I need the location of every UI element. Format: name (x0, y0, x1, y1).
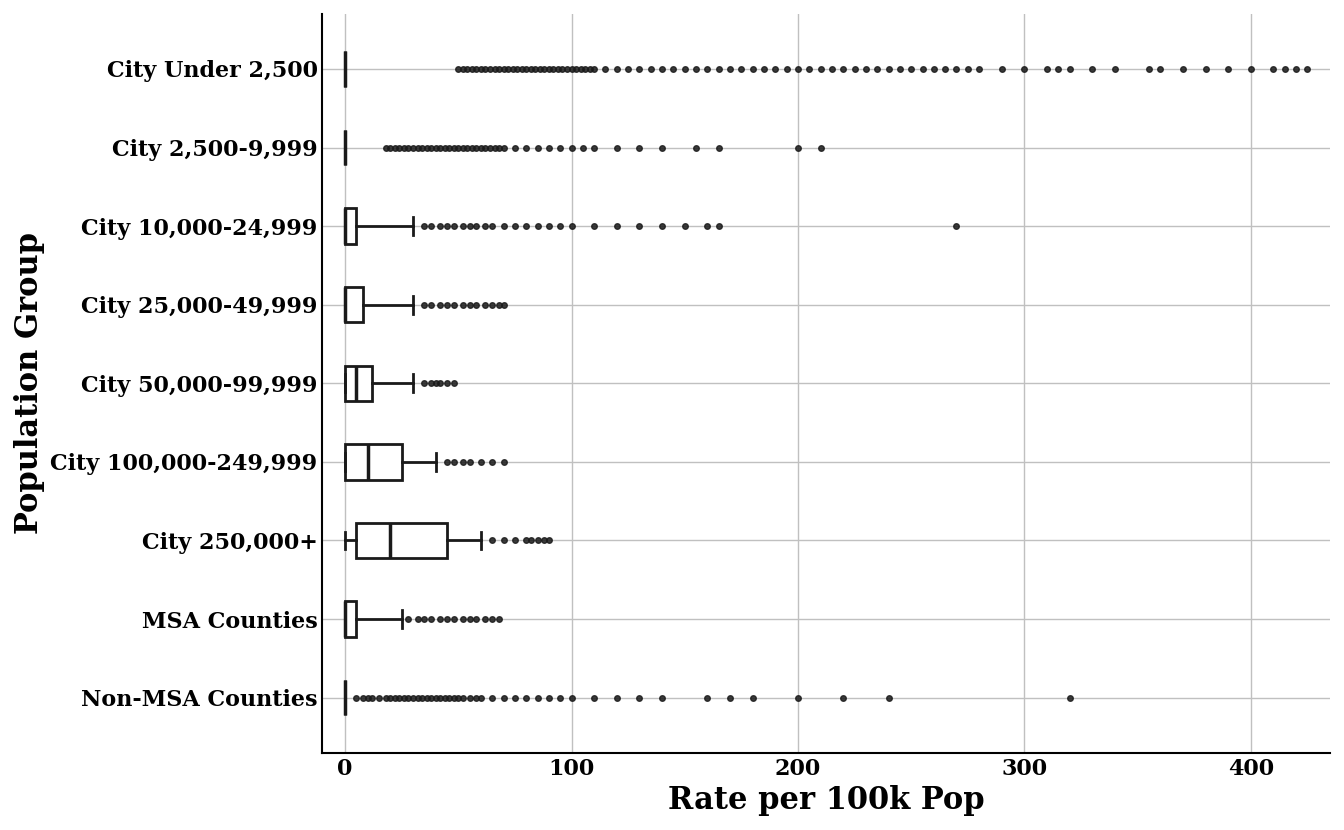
PathPatch shape (356, 523, 448, 558)
Y-axis label: Population Group: Population Group (13, 232, 44, 535)
PathPatch shape (345, 365, 372, 401)
X-axis label: Rate per 100k Pop: Rate per 100k Pop (668, 785, 985, 816)
PathPatch shape (345, 287, 363, 322)
PathPatch shape (345, 602, 356, 637)
PathPatch shape (345, 444, 402, 480)
PathPatch shape (345, 208, 356, 244)
